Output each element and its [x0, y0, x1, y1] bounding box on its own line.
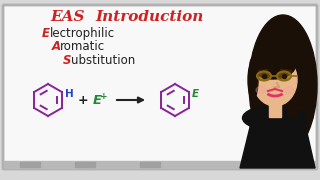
Text: ubstitution: ubstitution — [70, 53, 135, 66]
Bar — [75, 162, 95, 167]
Text: Introduction: Introduction — [95, 10, 204, 24]
Ellipse shape — [253, 54, 297, 106]
Text: +: + — [100, 91, 108, 100]
Ellipse shape — [256, 87, 266, 93]
Ellipse shape — [250, 49, 296, 79]
Text: lectrophilic: lectrophilic — [50, 26, 115, 39]
Ellipse shape — [277, 71, 291, 80]
Bar — [140, 162, 160, 167]
Bar — [269, 101, 281, 117]
Text: S: S — [63, 53, 71, 66]
Bar — [20, 162, 40, 167]
Text: H: H — [65, 89, 74, 99]
Polygon shape — [240, 115, 315, 168]
FancyBboxPatch shape — [3, 5, 317, 169]
Text: romatic: romatic — [60, 39, 105, 53]
Ellipse shape — [257, 71, 271, 80]
Ellipse shape — [243, 105, 308, 130]
Ellipse shape — [284, 87, 294, 93]
Text: EAS: EAS — [50, 10, 95, 24]
Text: E: E — [42, 26, 50, 39]
Bar — [4, 161, 316, 168]
Ellipse shape — [284, 62, 302, 118]
Ellipse shape — [249, 15, 317, 155]
Ellipse shape — [248, 61, 258, 99]
Text: +: + — [78, 93, 88, 107]
Text: E: E — [92, 93, 101, 107]
Text: A: A — [52, 39, 61, 53]
Text: E: E — [192, 89, 199, 99]
